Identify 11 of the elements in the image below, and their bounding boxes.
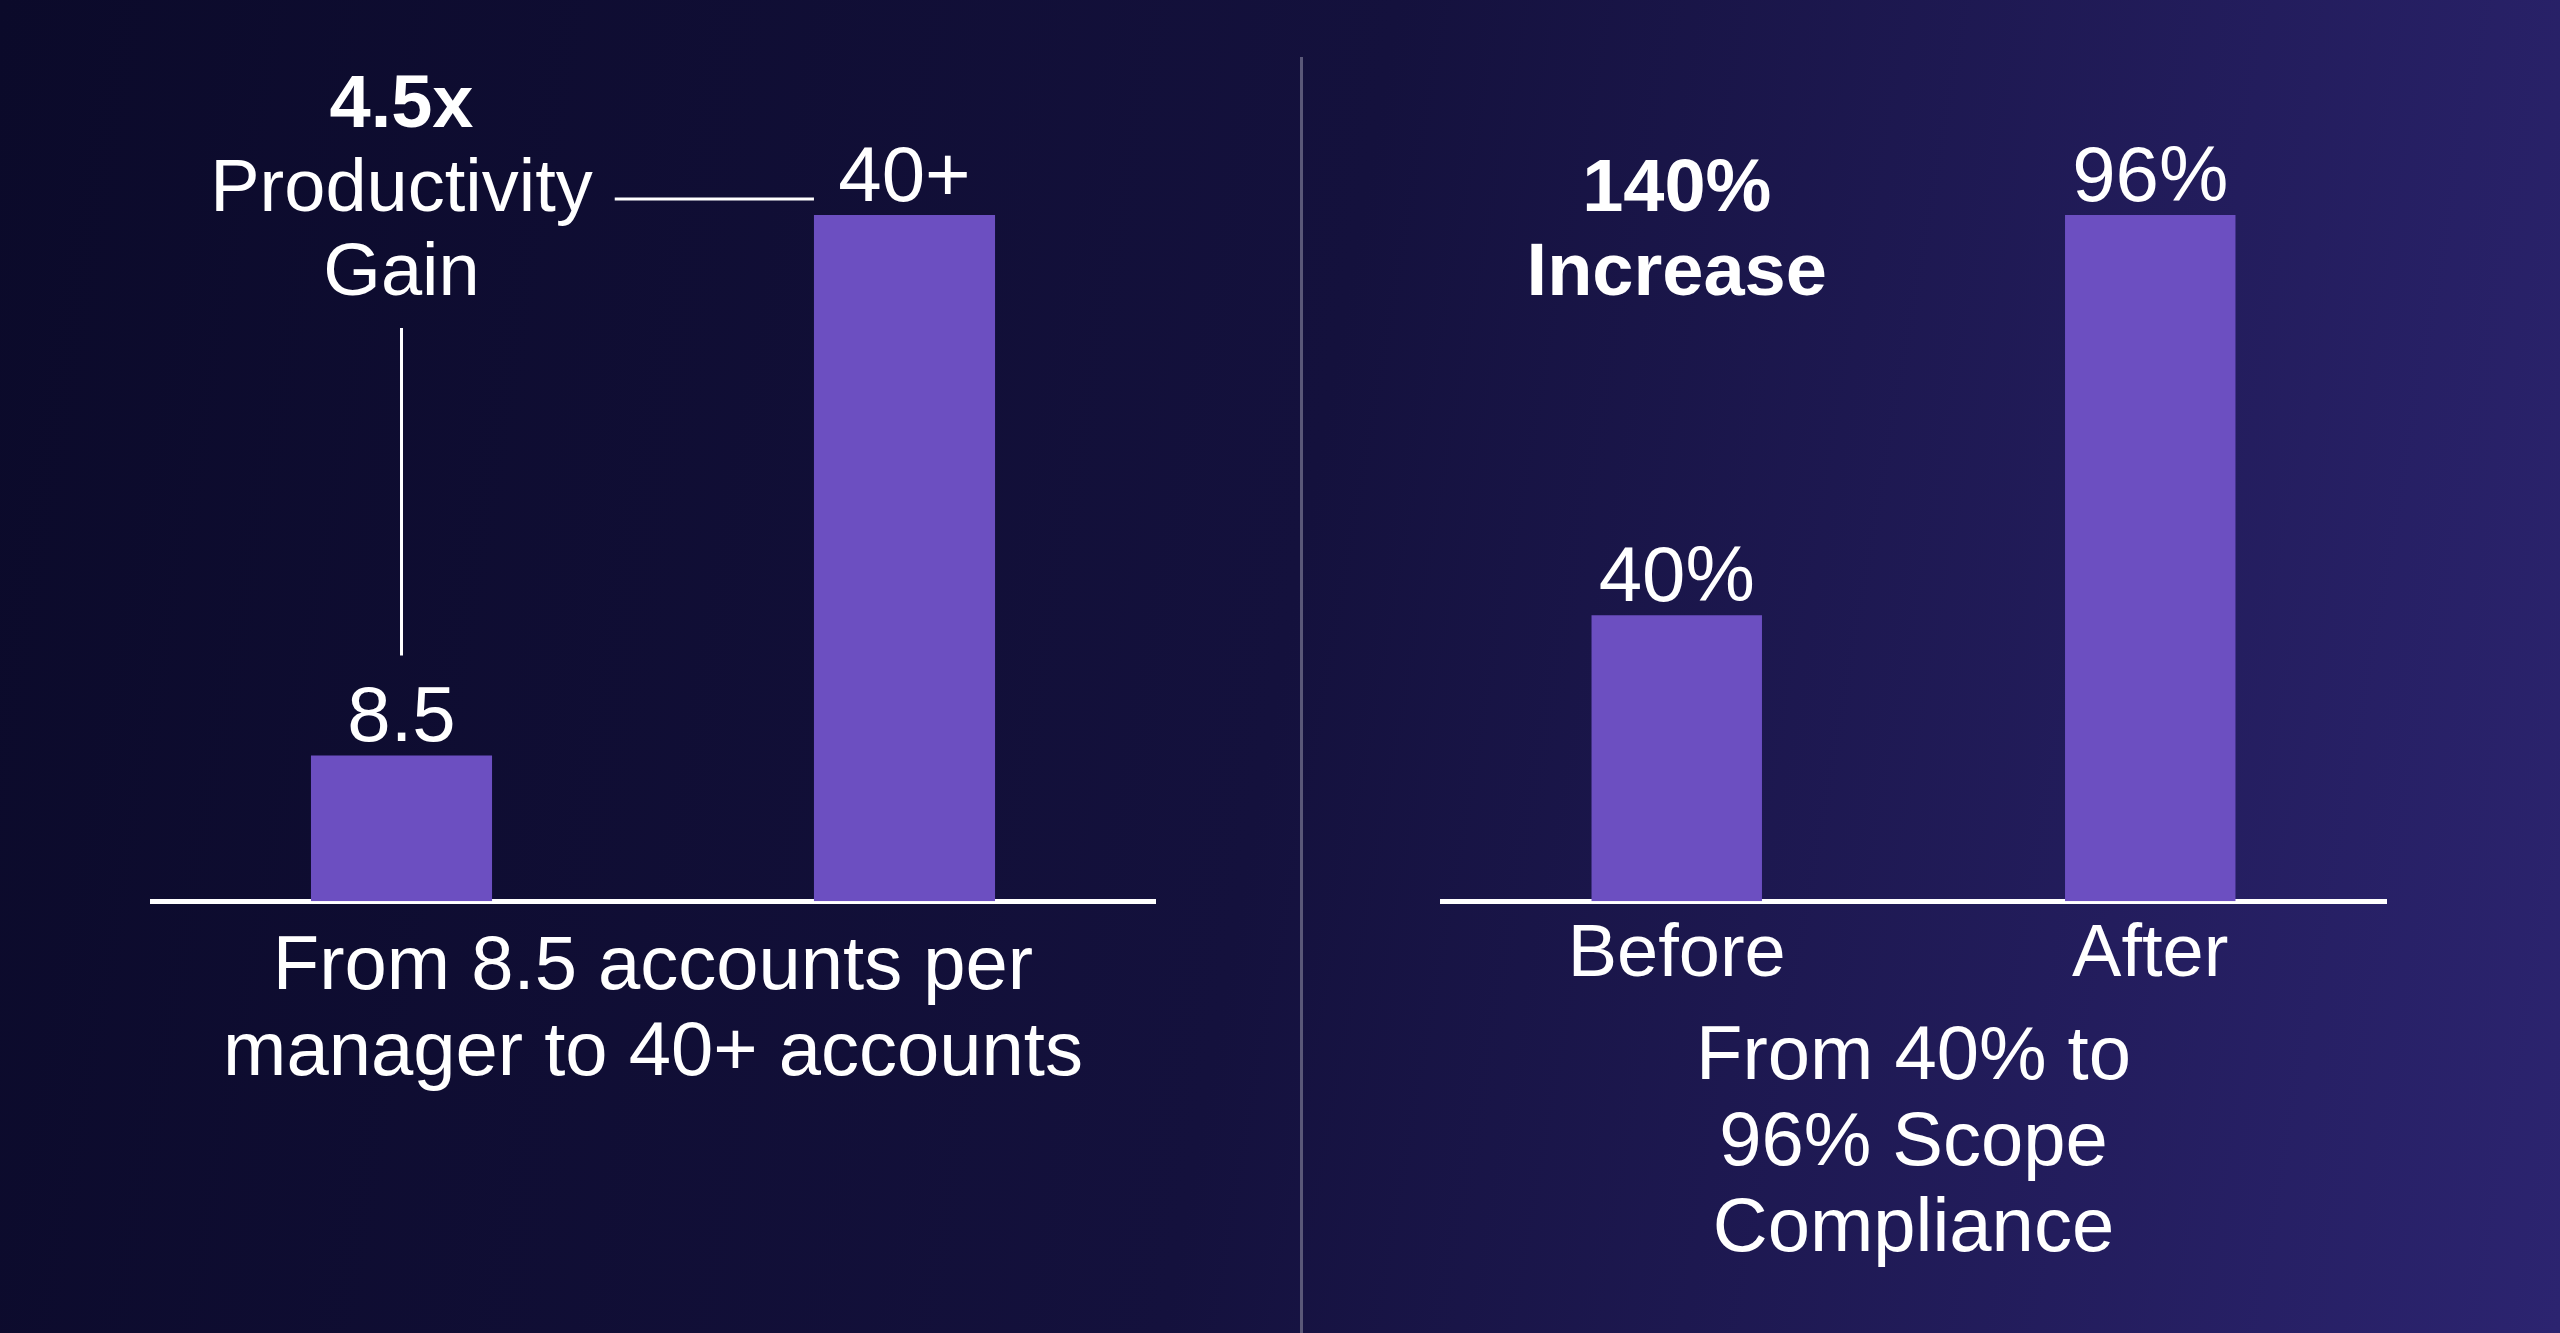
x-tick-label: Before [1567,909,1786,993]
x-axis-title: From 8.5 accounts per manager to 40+ accounts [222,920,1084,1092]
data-label: 40% [1598,530,1755,619]
annotation: 140% Increase [1526,144,1827,312]
data-label: 96% [2072,130,2229,218]
text: 4.5x [329,60,474,144]
data-label: 40+ [838,130,971,218]
x-axis-title: From 40% to 96% Scope Compliance [1694,1010,2132,1268]
data-label: 8.5 [347,670,456,759]
annotation: Productivity Gain [210,144,593,312]
x-tick-label: After [2072,909,2229,993]
